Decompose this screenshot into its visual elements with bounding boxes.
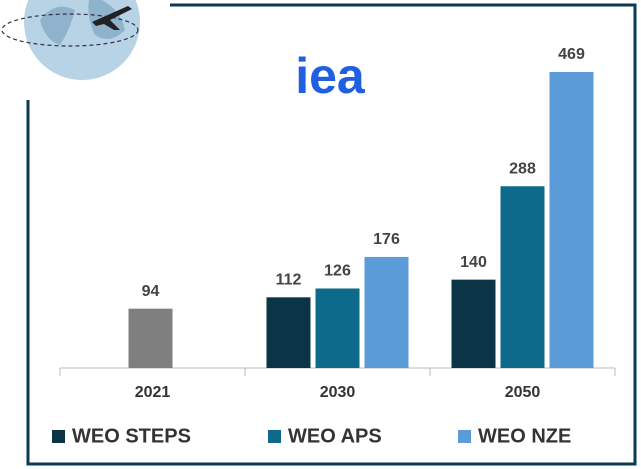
value-label: 140 <box>460 254 487 271</box>
legend-label: WEO APS <box>288 425 382 447</box>
legend-label: WEO STEPS <box>72 425 191 447</box>
value-label: 94 <box>142 283 160 300</box>
legend-swatch <box>52 430 65 443</box>
legend-swatch <box>268 430 281 443</box>
bar <box>549 72 594 368</box>
legend-label: WEO NZE <box>478 425 571 447</box>
frame <box>26 3 637 466</box>
logo: iea <box>295 48 366 104</box>
bar <box>500 186 545 368</box>
legend-swatch <box>458 430 471 443</box>
bar <box>451 279 496 368</box>
value-label: 112 <box>276 272 302 289</box>
x-tick-label: 2050 <box>505 384 541 401</box>
value-label: 126 <box>324 263 351 280</box>
bar <box>128 308 173 368</box>
bar <box>266 297 311 368</box>
x-tick-label: 2030 <box>320 384 356 401</box>
value-label: 469 <box>558 46 585 63</box>
value-label: 176 <box>373 231 400 248</box>
bar <box>315 288 360 368</box>
globe <box>0 0 170 100</box>
value-label: 288 <box>509 160 536 177</box>
bar <box>364 256 409 368</box>
x-tick-label: 2021 <box>135 384 171 401</box>
